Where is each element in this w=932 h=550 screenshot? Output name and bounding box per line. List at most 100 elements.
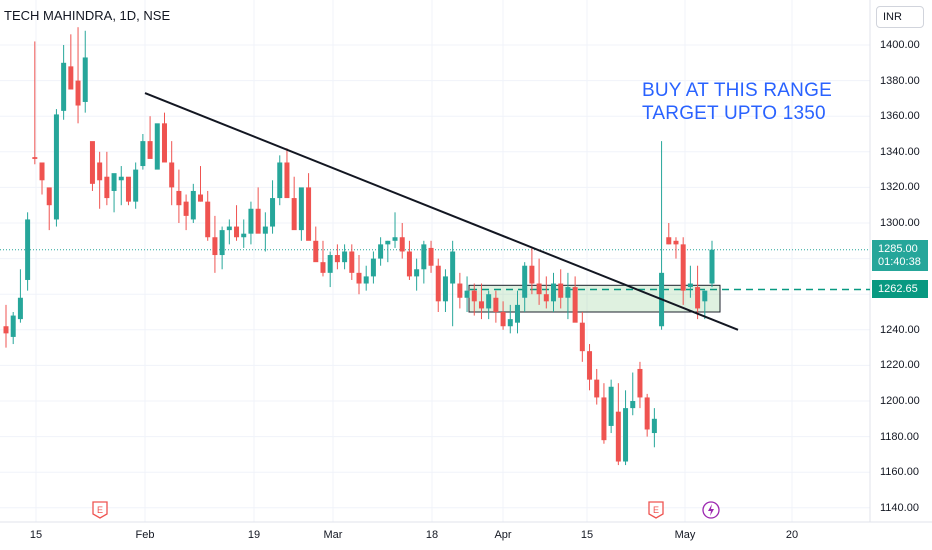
price-tick-label: 1400.00 [880,39,920,51]
time-tick-label: Mar [323,529,343,541]
candle-body [125,176,131,202]
candle-body [313,240,319,263]
candle-body [320,262,326,273]
candle-body [478,301,484,309]
candle-body [421,244,427,270]
candle-body [61,62,67,111]
candle-body [363,276,369,284]
candle-body [32,157,38,159]
candle-body [219,230,225,256]
candle-body [327,255,333,273]
price-tick-label: 1140.00 [880,501,919,514]
candle-body [25,219,31,280]
candle-body [514,304,520,323]
candle-body [89,141,95,184]
last-price-value: 1285.00 [878,243,918,255]
candle-body [442,276,448,302]
candle-body [378,244,384,259]
candle-body [226,226,232,231]
candle-body [666,237,672,245]
candle-body [680,244,686,291]
candle-body [306,187,312,241]
candle-body [709,249,715,284]
candle-body [435,265,441,302]
candle-body [97,162,103,181]
earnings-event-icon[interactable]: E [92,501,108,519]
candle-body [565,287,571,298]
candle-body [234,226,240,238]
candle-body [572,287,578,323]
candle-body [111,173,117,191]
candle-body [270,198,276,227]
candle-body [558,283,564,298]
candle-body [623,408,629,462]
svg-text:E: E [97,505,103,515]
candle-body [169,162,175,188]
candle-body [154,123,160,170]
price-tick-label: 1240.00 [880,323,920,336]
candle-body [486,294,492,309]
candle-body [39,162,45,181]
candle-body [53,114,59,220]
candle-body [529,265,535,284]
candle-body [536,283,542,295]
candle-body [551,283,557,302]
candle-body [140,141,146,167]
candle-body [198,194,204,202]
candle-body [507,319,513,327]
price-tick-label: 1300.00 [880,217,920,229]
price-tick-label: 1180.00 [880,430,919,443]
price-tick-label: 1340.00 [880,145,920,158]
svg-text:E: E [653,505,659,515]
lightning-icon[interactable] [702,501,720,519]
time-tick-label: 19 [247,529,261,541]
candle-body [601,397,607,441]
candle-body [161,123,167,163]
candle-body [464,290,470,298]
candle-body [147,141,153,159]
candle-body [104,176,110,199]
candle-body [277,162,283,199]
candle-body [428,247,434,266]
level-price-badge: 1262.65 [872,280,928,298]
candle-body [500,312,506,327]
time-tick-label: 15 [580,529,594,541]
symbol-title: TECH MAHINDRA, 1D, NSE [4,8,171,23]
bar-countdown: 01:40:38 [878,256,921,268]
candle-body [334,255,340,263]
candle-body [695,287,701,309]
candle-body [687,283,693,288]
candle-body [212,237,218,256]
candle-body [262,226,268,234]
candle-body [651,418,657,434]
candle-body [284,162,290,199]
earnings-event-icon[interactable]: E [648,501,664,519]
candle-body [493,297,499,312]
time-tick-label: Feb [135,529,155,541]
time-tick-label: May [674,529,696,541]
candle-body [342,251,348,263]
candle-body [637,368,643,398]
candle-body [133,169,139,202]
candle-body [183,201,189,216]
chart-annotation[interactable]: BUY AT THIS RANGE TARGET UPTO 1350 [642,79,832,125]
price-tick-label: 1320.00 [880,181,920,194]
candle-body [370,258,376,277]
candle-body [457,283,463,298]
candle-body [471,290,477,302]
candle-body [68,66,74,90]
candle-body [644,397,650,430]
candle-body [349,251,355,273]
candle-body [10,315,16,337]
annotation-line-1: BUY AT THIS RANGE [642,80,832,101]
candle-body [522,265,528,298]
candle-body [176,190,182,206]
candle-body [406,251,412,277]
candle-body [17,297,23,320]
time-tick-label: 20 [785,529,799,541]
candle-body [630,401,636,409]
candle-body [356,272,362,284]
currency-selector[interactable]: INR [876,6,924,28]
level-price-value: 1262.65 [878,283,918,295]
